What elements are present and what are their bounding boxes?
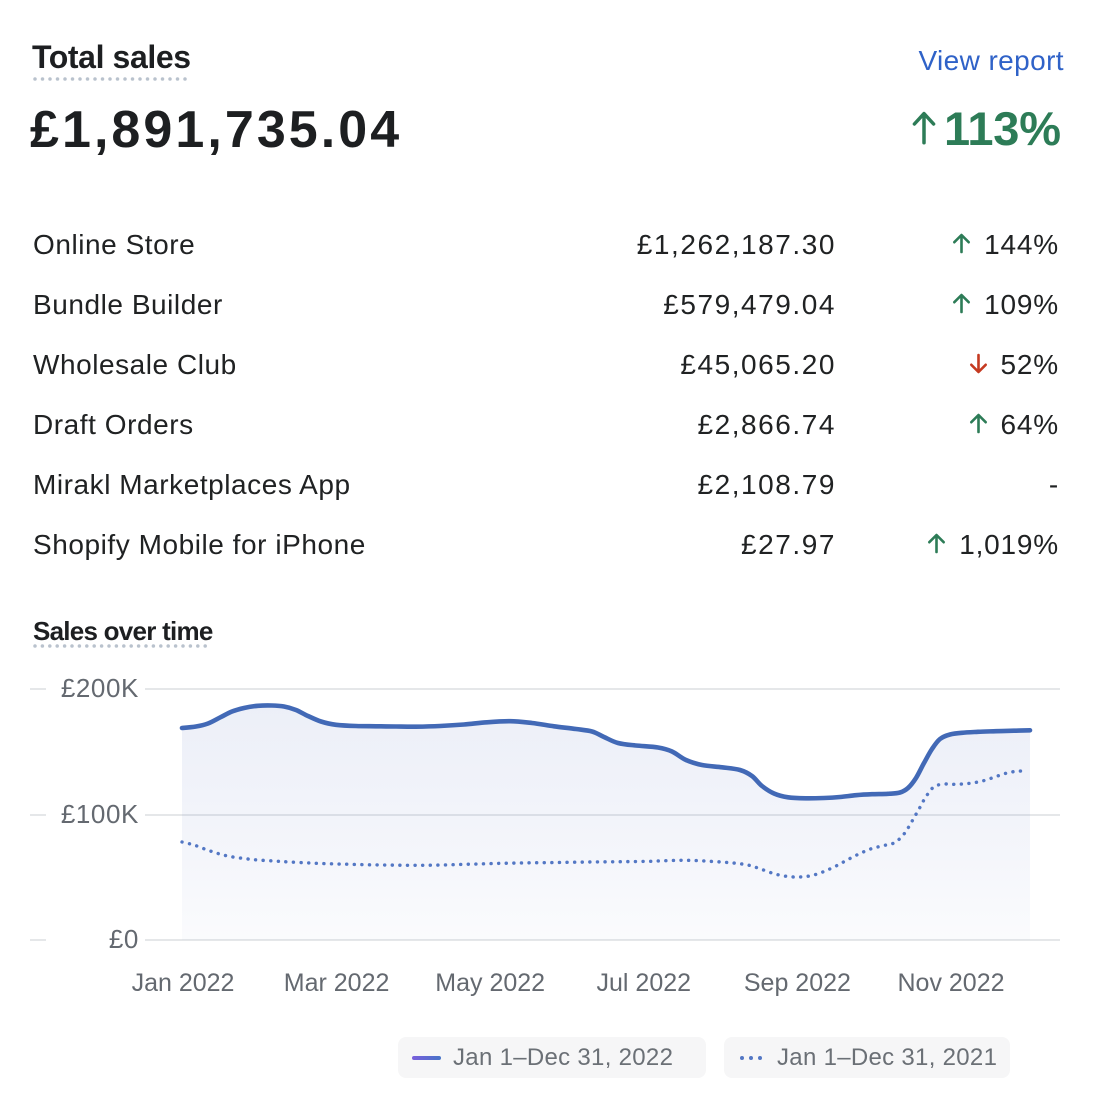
svg-text:Jul 2022: Jul 2022 [597,969,692,997]
svg-text:Nov 2022: Nov 2022 [897,969,1004,997]
svg-text:£100K: £100K [61,799,139,829]
svg-text:£200K: £200K [61,673,139,703]
svg-text:Jan 2022: Jan 2022 [132,969,235,997]
svg-text:May 2022: May 2022 [435,969,545,997]
svg-text:Sep 2022: Sep 2022 [744,969,851,997]
svg-text:Mar 2022: Mar 2022 [284,969,390,997]
svg-text:£0: £0 [109,924,139,954]
